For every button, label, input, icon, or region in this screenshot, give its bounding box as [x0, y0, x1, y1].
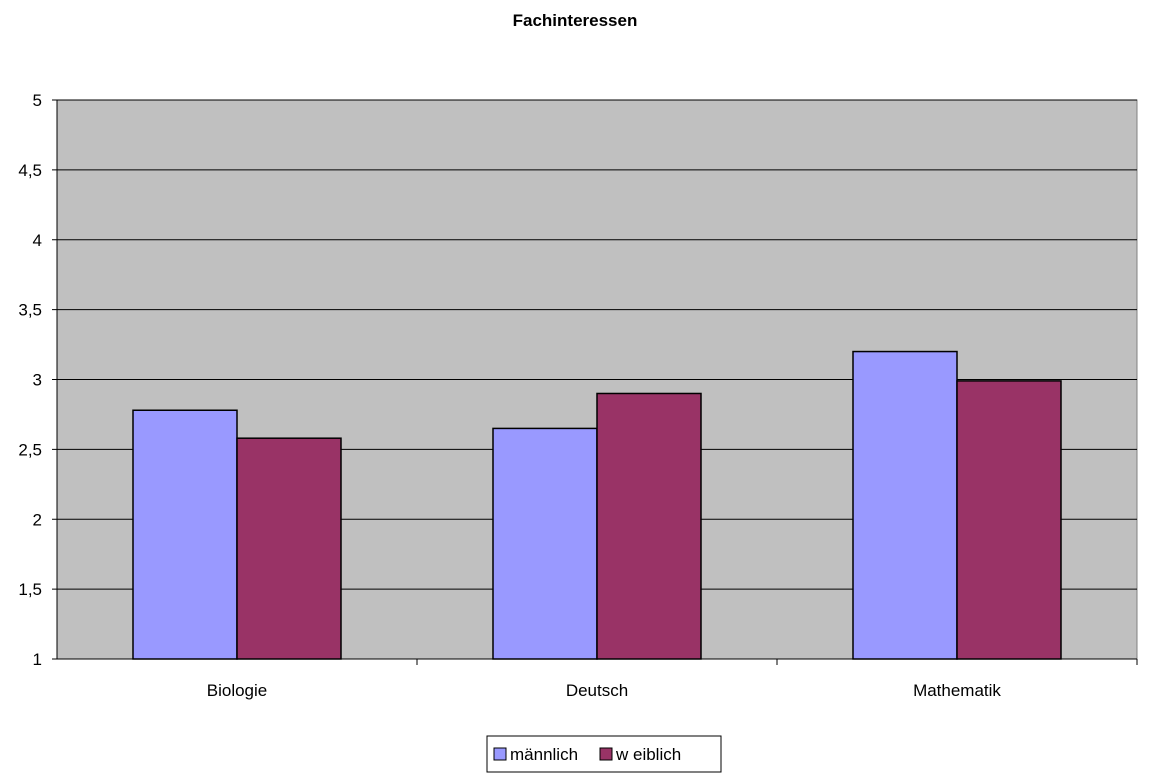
- legend: männlich w eiblich: [486, 735, 722, 773]
- y-tick-label: 4,5: [18, 161, 42, 180]
- bar: [956, 380, 1062, 660]
- y-tick-label: 1: [33, 650, 42, 669]
- bars: [132, 350, 1062, 660]
- y-tick-label: 3: [33, 371, 42, 390]
- y-tick-label: 1,5: [18, 580, 42, 599]
- x-tick-label: Deutsch: [566, 681, 628, 700]
- bar: [236, 437, 342, 660]
- x-tick-label: Biologie: [207, 681, 268, 700]
- bar: [132, 409, 238, 660]
- y-tick-label: 3,5: [18, 301, 42, 320]
- x-axis: Biologie Deutsch Mathematik: [57, 658, 1138, 700]
- y-tick-label: 4: [33, 231, 42, 250]
- legend-swatch: [599, 747, 613, 761]
- chart-title: Fachinteressen: [513, 11, 638, 30]
- legend-label: w eiblich: [615, 745, 681, 764]
- bar: [596, 392, 702, 660]
- legend-swatch: [493, 747, 507, 761]
- legend-label: männlich: [510, 745, 578, 764]
- bar: [852, 350, 958, 660]
- y-tick-label: 2: [33, 510, 42, 529]
- y-tick-label: 2,5: [18, 440, 42, 459]
- x-tick-label: Mathematik: [913, 681, 1001, 700]
- y-axis: 1 1,5 2 2,5 3 3,5 4 4,5 5: [18, 91, 58, 669]
- bar: [492, 427, 598, 660]
- y-tick-label: 5: [33, 91, 42, 110]
